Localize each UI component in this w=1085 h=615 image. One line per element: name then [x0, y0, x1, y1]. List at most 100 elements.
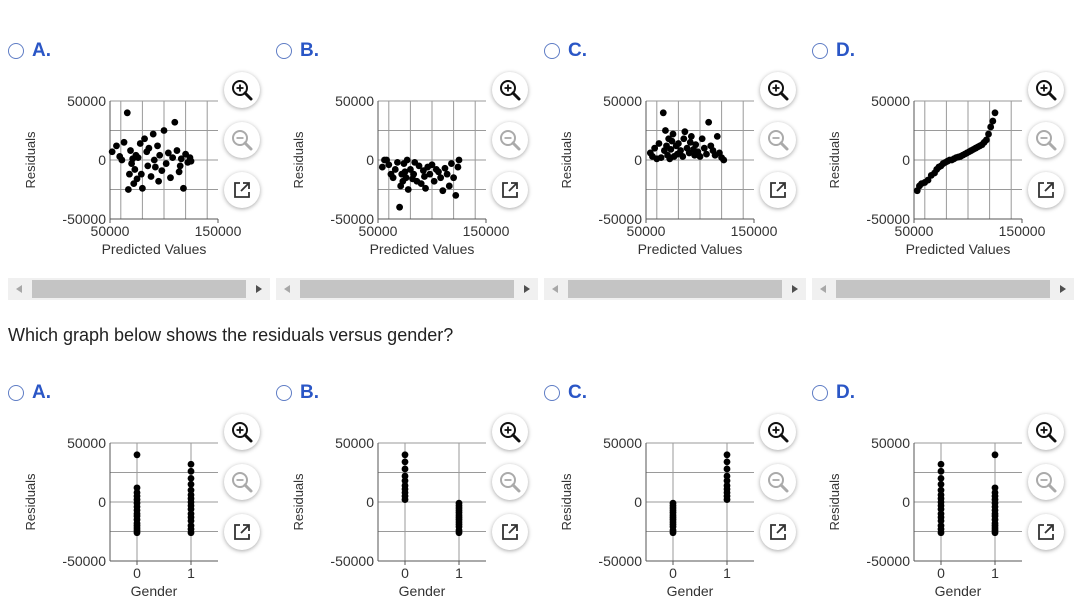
- open-graph-button[interactable]: [492, 172, 528, 208]
- x-tick-label: 1: [991, 565, 999, 581]
- scroll-right-arrow-icon[interactable]: [784, 278, 806, 300]
- data-point: [422, 184, 429, 192]
- zoom-out-button[interactable]: [760, 122, 796, 158]
- data-point: [657, 154, 665, 162]
- data-point: [404, 186, 412, 193]
- open-graph-button[interactable]: [224, 514, 260, 550]
- option-radio[interactable]: [276, 43, 292, 59]
- x-axis-label: Predicted Values: [638, 241, 743, 257]
- data-point: [987, 123, 995, 131]
- zoom-in-button[interactable]: [224, 414, 260, 450]
- data-point: [700, 144, 708, 152]
- y-tick-label: 0: [366, 152, 374, 168]
- option-radio[interactable]: [8, 43, 24, 59]
- data-point: [723, 477, 731, 485]
- data-point: [679, 153, 687, 160]
- data-point: [680, 135, 688, 143]
- option-radio[interactable]: [276, 385, 292, 401]
- scrollbar-thumb[interactable]: [300, 280, 514, 298]
- y-tick-label: 0: [98, 494, 106, 510]
- zoom-in-button[interactable]: [760, 72, 796, 108]
- data-point: [435, 168, 442, 176]
- zoom-out-button[interactable]: [492, 464, 528, 500]
- data-point: [149, 130, 157, 138]
- scroll-left-arrow-icon[interactable]: [276, 278, 298, 300]
- y-tick-label: 50000: [67, 435, 106, 451]
- scroll-left-arrow-icon[interactable]: [812, 278, 834, 300]
- data-point: [403, 156, 411, 164]
- zoom-out-button[interactable]: [224, 122, 260, 158]
- data-point: [989, 117, 997, 125]
- scrollbar-thumb[interactable]: [568, 280, 782, 298]
- open-graph-button[interactable]: [1028, 172, 1064, 208]
- y-tick-label: 50000: [335, 435, 374, 451]
- zoom-out-button[interactable]: [492, 122, 528, 158]
- data-point: [675, 140, 682, 147]
- data-point: [145, 144, 153, 152]
- x-tick-label: 0: [669, 565, 677, 581]
- data-point: [655, 140, 663, 147]
- data-point: [723, 496, 731, 504]
- horizontal-scrollbar[interactable]: [544, 278, 806, 300]
- zoom-out-button[interactable]: [760, 464, 796, 500]
- scrollbar-thumb[interactable]: [32, 280, 246, 298]
- horizontal-scrollbar[interactable]: [812, 278, 1074, 300]
- scroll-right-arrow-icon[interactable]: [248, 278, 270, 300]
- horizontal-scrollbar[interactable]: [276, 278, 538, 300]
- external-link-icon: [1038, 182, 1054, 198]
- option-radio[interactable]: [544, 43, 560, 59]
- scroll-left-arrow-icon[interactable]: [544, 278, 566, 300]
- zoom-in-button[interactable]: [1028, 72, 1064, 108]
- open-graph-button[interactable]: [760, 172, 796, 208]
- data-point: [401, 472, 409, 480]
- option-radio[interactable]: [812, 43, 828, 59]
- zoom-in-button[interactable]: [492, 72, 528, 108]
- horizontal-scrollbar[interactable]: [8, 278, 270, 300]
- data-point: [696, 153, 704, 160]
- data-point: [426, 170, 434, 178]
- scroll-left-arrow-icon[interactable]: [8, 278, 30, 300]
- zoom-in-button[interactable]: [224, 72, 260, 108]
- zoom-in-button[interactable]: [760, 414, 796, 450]
- y-tick-label: -50000: [866, 553, 910, 569]
- zoom-out-button[interactable]: [1028, 464, 1064, 500]
- open-graph-button[interactable]: [760, 514, 796, 550]
- x-tick-label: 1: [187, 565, 195, 581]
- data-point: [169, 154, 177, 162]
- data-point: [124, 186, 132, 193]
- zoom-out-button[interactable]: [224, 464, 260, 500]
- zoom-out-button[interactable]: [1028, 122, 1064, 158]
- open-graph-button[interactable]: [224, 172, 260, 208]
- option-radio[interactable]: [544, 385, 560, 401]
- y-tick-label: 0: [902, 152, 910, 168]
- data-point: [703, 150, 710, 158]
- y-axis-label: Residuals: [559, 131, 574, 189]
- option-radio[interactable]: [8, 385, 24, 401]
- zoom-in-button[interactable]: [492, 414, 528, 450]
- data-point: [443, 170, 451, 178]
- open-graph-button[interactable]: [1028, 514, 1064, 550]
- data-point: [659, 109, 667, 117]
- option-letter: C.: [568, 40, 587, 61]
- x-tick-label: 1: [455, 565, 463, 581]
- option-radio[interactable]: [812, 385, 828, 401]
- data-point: [985, 130, 992, 138]
- open-graph-button[interactable]: [492, 514, 528, 550]
- data-point: [175, 168, 183, 176]
- x-axis-label: Gender: [131, 583, 178, 599]
- y-tick-label: 50000: [603, 93, 642, 109]
- scatter-plot: 50000 0 -50000 0 1 Gender Residuals: [23, 435, 218, 599]
- scroll-right-arrow-icon[interactable]: [516, 278, 538, 300]
- scrollbar-thumb[interactable]: [836, 280, 1050, 298]
- data-point: [937, 505, 945, 513]
- scroll-right-arrow-icon[interactable]: [1052, 278, 1074, 300]
- x-axis-label: Predicted Values: [102, 241, 207, 257]
- y-tick-label: -50000: [62, 553, 106, 569]
- zoom-in-button[interactable]: [1028, 414, 1064, 450]
- data-point: [692, 141, 700, 149]
- option-letter: C.: [568, 382, 587, 403]
- option-0-2: C. 50000 0 -50000 50000 150000 Predicted Value…: [544, 40, 804, 273]
- y-tick-label: -50000: [330, 211, 374, 227]
- zoom-in-icon: [1036, 422, 1057, 443]
